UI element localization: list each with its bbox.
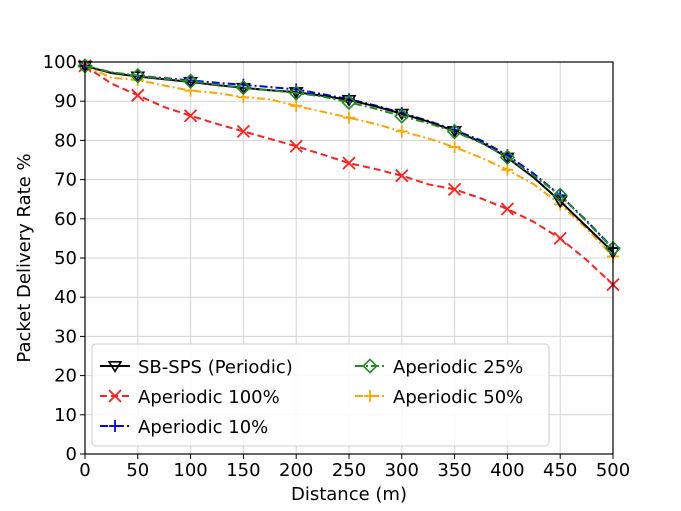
x-tick-label: 500 bbox=[596, 460, 630, 481]
marker-plus bbox=[364, 390, 376, 402]
marker-plus bbox=[501, 163, 514, 176]
marker-diamond bbox=[341, 94, 357, 111]
marker-x bbox=[553, 231, 567, 246]
marker-x bbox=[395, 169, 409, 183]
x-tick-label: 250 bbox=[332, 460, 366, 481]
legend-entry: Aperiodic 50% bbox=[355, 387, 523, 408]
legend-label: Aperiodic 25% bbox=[393, 357, 523, 378]
marker-diamond bbox=[552, 187, 568, 204]
series-aperiodic-25 bbox=[77, 58, 621, 257]
legend-entry: Aperiodic 10% bbox=[100, 417, 268, 438]
y-tick-label: 50 bbox=[54, 248, 77, 269]
x-tick-label: 0 bbox=[79, 460, 90, 481]
y-tick-label: 100 bbox=[43, 52, 77, 73]
y-ticks: 0 10 20 30 40 50 60 70 80 90 100 bbox=[43, 52, 85, 465]
marker-diamond bbox=[182, 73, 199, 89]
marker-x bbox=[131, 88, 145, 102]
marker-diamond bbox=[394, 108, 410, 124]
y-tick-label: 70 bbox=[54, 170, 77, 191]
marker-x bbox=[289, 139, 303, 153]
x-tick-label: 300 bbox=[385, 460, 419, 481]
y-tick-label: 20 bbox=[54, 366, 77, 387]
marker-diamond bbox=[446, 124, 463, 140]
marker-diamond bbox=[235, 79, 252, 96]
marker-triangle-down bbox=[552, 196, 568, 209]
marker-plus bbox=[290, 99, 303, 112]
legend-label: Aperiodic 10% bbox=[138, 417, 268, 438]
x-ticks: 0 50 100 150 200 250 300 350 400 450 500 bbox=[79, 454, 630, 481]
x-tick-label: 400 bbox=[490, 460, 524, 481]
y-tick-label: 60 bbox=[54, 209, 77, 230]
series-line bbox=[84, 65, 614, 286]
marker-diamond bbox=[130, 67, 146, 84]
marker-diamond bbox=[499, 149, 516, 165]
marker-x bbox=[236, 124, 251, 139]
marker-x bbox=[108, 389, 122, 403]
marker-x bbox=[342, 156, 356, 170]
x-tick-label: 50 bbox=[126, 460, 149, 481]
y-tick-label: 10 bbox=[54, 405, 77, 426]
marker-triangle-down bbox=[183, 76, 199, 89]
y-tick-label: 30 bbox=[54, 326, 77, 347]
legend-label: SB-SPS (Periodic) bbox=[138, 357, 293, 378]
marker-plus bbox=[343, 111, 355, 124]
legend-label: Aperiodic 50% bbox=[393, 387, 523, 408]
marker-plus bbox=[395, 125, 408, 138]
marker-diamond bbox=[288, 85, 304, 101]
x-tick-label: 350 bbox=[437, 460, 471, 481]
legend-entry: Aperiodic 100% bbox=[100, 387, 280, 408]
x-axis-title: Distance (m) bbox=[291, 484, 407, 505]
legend-box bbox=[91, 343, 550, 447]
marker-x bbox=[183, 109, 198, 123]
marker-triangle-down bbox=[107, 361, 123, 373]
x-tick-label: 450 bbox=[543, 460, 577, 481]
marker-plus bbox=[109, 420, 121, 432]
marker-x bbox=[500, 202, 515, 216]
y-axis-title: Packet Delivery Rate % bbox=[14, 153, 35, 362]
marker-triangle-down bbox=[130, 71, 146, 84]
legend-entry: SB-SPS (Periodic) bbox=[100, 357, 293, 378]
marker-plus bbox=[448, 141, 461, 154]
marker-diamond bbox=[362, 358, 378, 374]
marker-x bbox=[447, 182, 462, 197]
legend-label: Aperiodic 100% bbox=[138, 387, 280, 408]
x-tick-label: 100 bbox=[173, 460, 207, 481]
legend: SB-SPS (Periodic) Aperiodic 100% Aperiodic… bbox=[91, 343, 550, 447]
y-tick-label: 0 bbox=[66, 444, 77, 465]
y-tick-label: 80 bbox=[54, 130, 77, 151]
series-line bbox=[84, 65, 614, 258]
x-tick-label: 150 bbox=[226, 460, 260, 481]
y-tick-label: 90 bbox=[54, 91, 77, 112]
series-line bbox=[84, 64, 614, 253]
y-tick-label: 40 bbox=[54, 287, 77, 308]
legend-entry: Aperiodic 25% bbox=[355, 357, 523, 378]
x-tick-label: 200 bbox=[279, 460, 313, 481]
